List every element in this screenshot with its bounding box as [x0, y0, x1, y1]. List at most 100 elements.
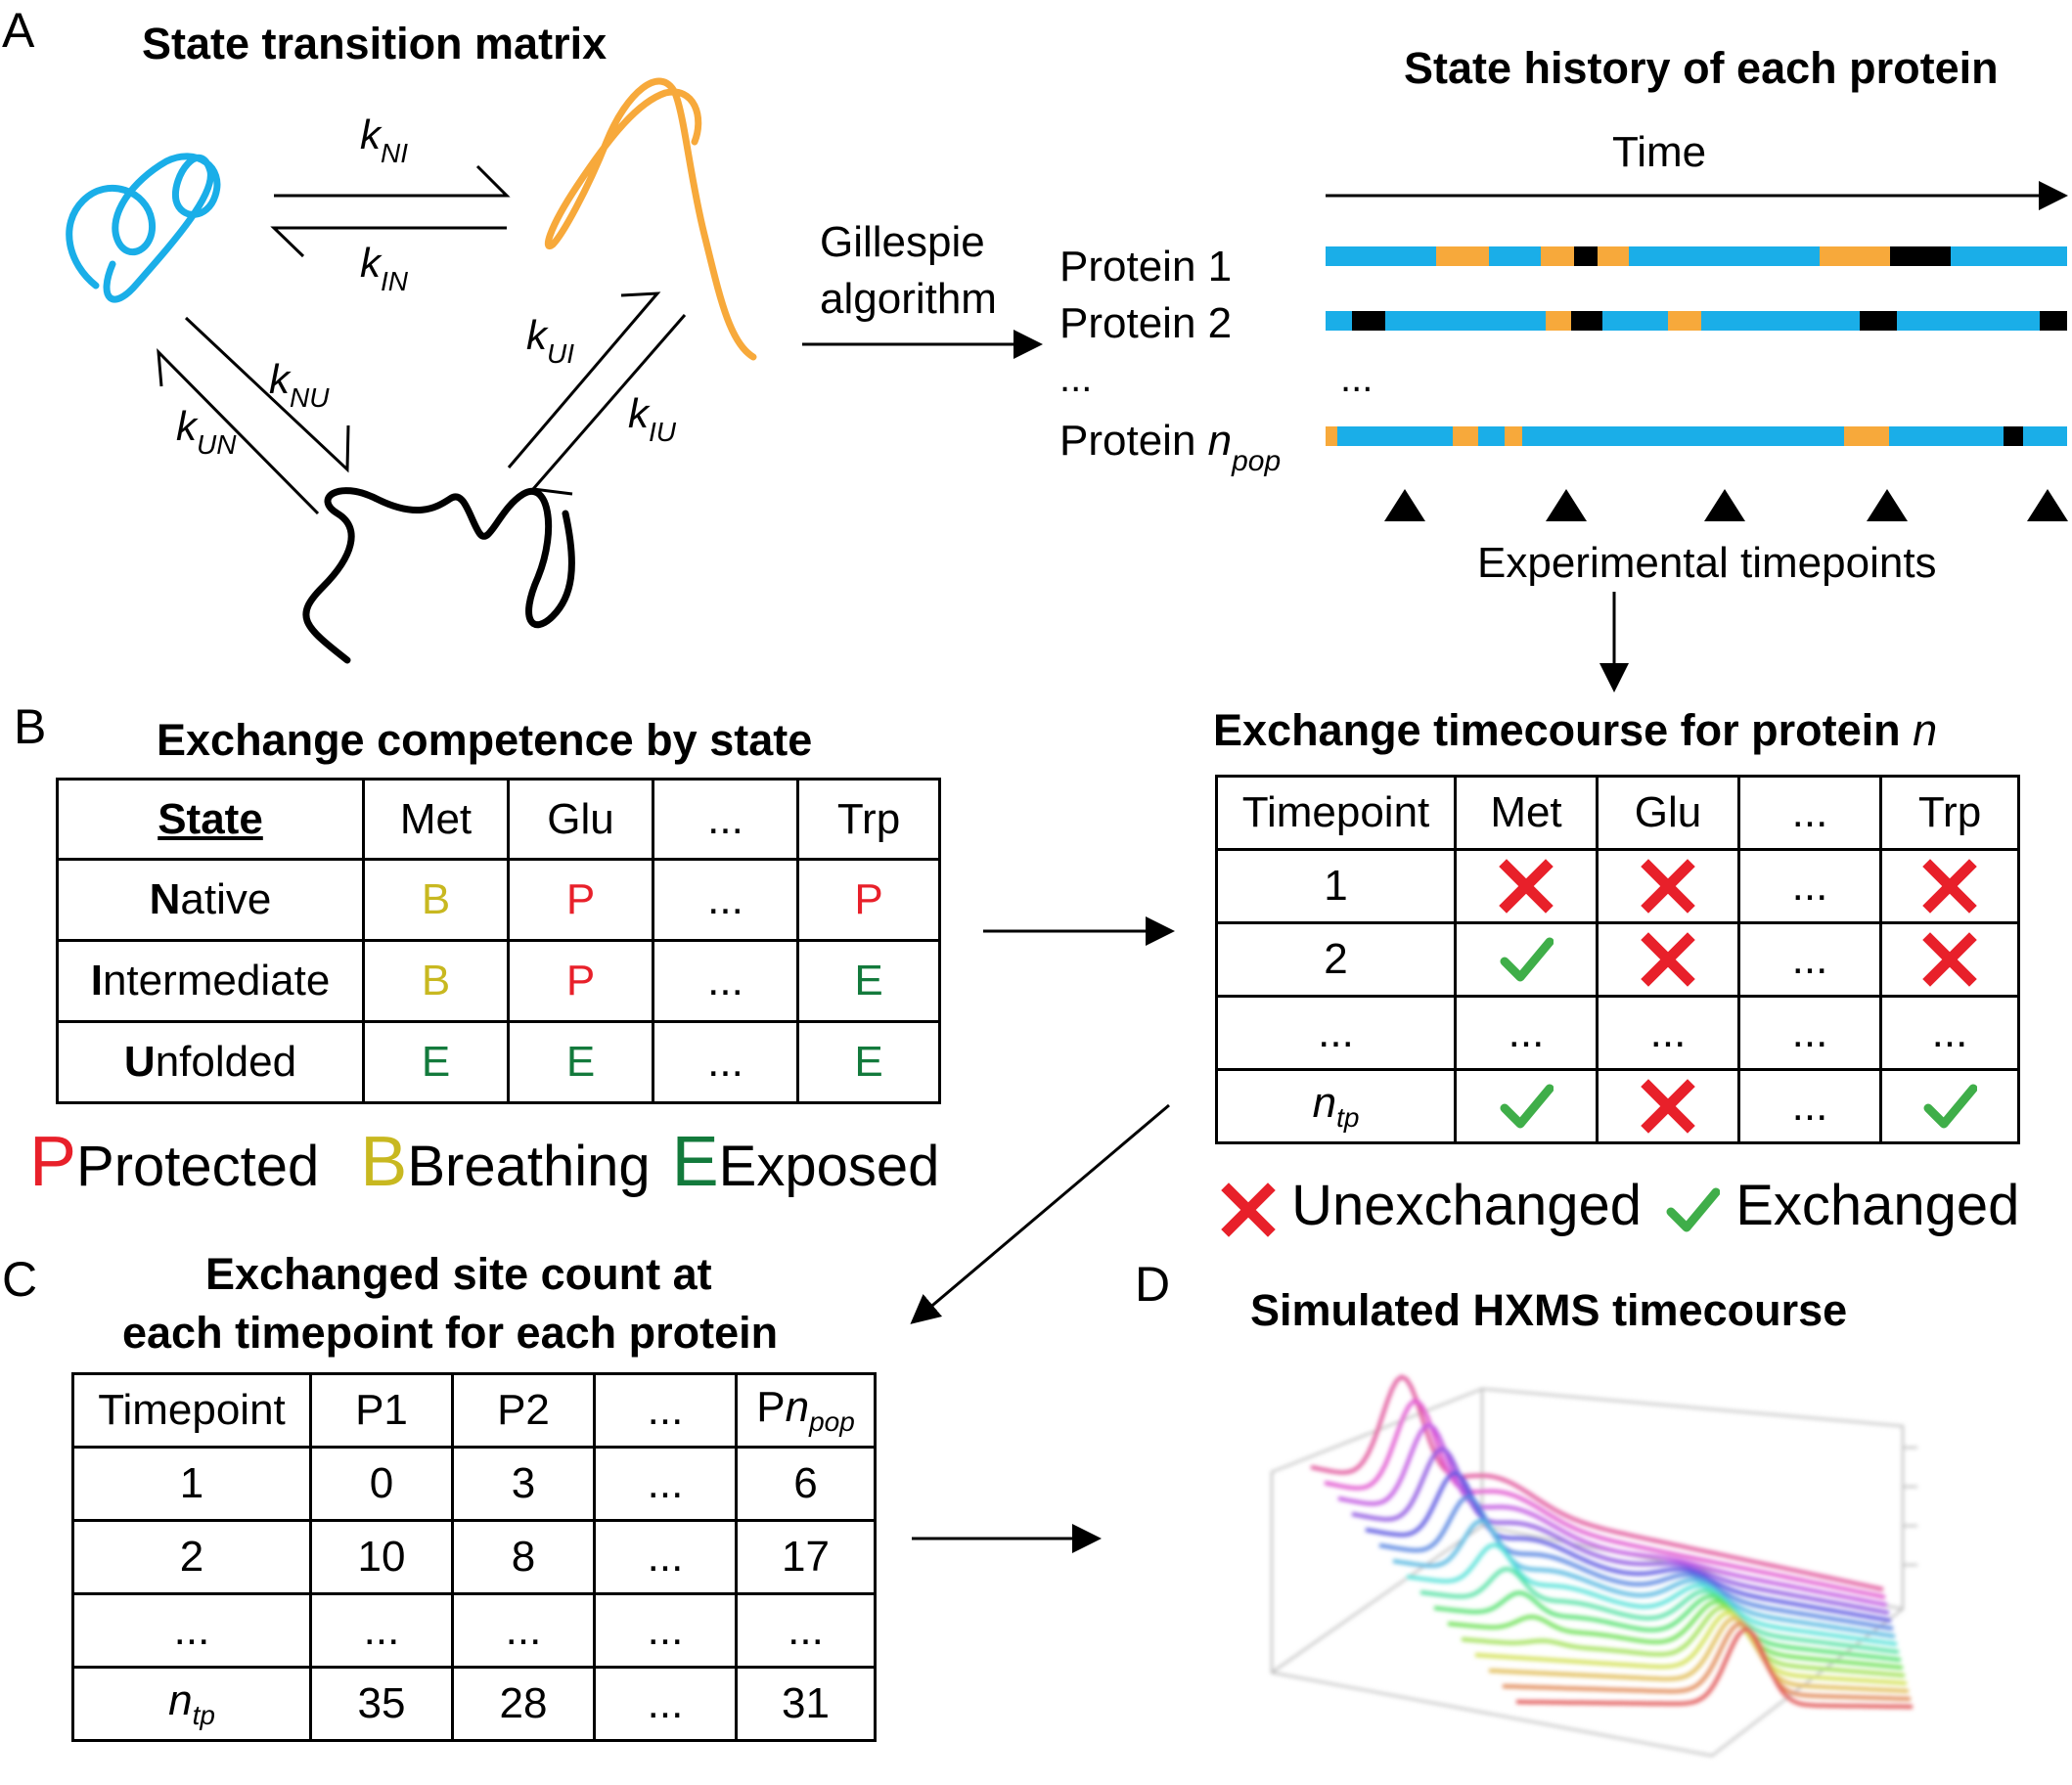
table-row: ... ... ... ... ...	[71, 1592, 877, 1669]
legend-label-unexchanged: Unexchanged	[1291, 1174, 1643, 1237]
panel-label-c: C	[2, 1252, 37, 1307]
protein-1-history	[1326, 246, 2067, 266]
count-cell: 31	[735, 1666, 877, 1742]
table-row: 2 10 8 ... 17	[71, 1519, 877, 1595]
exchange-cell	[1596, 1068, 1740, 1144]
count-cell: 8	[451, 1519, 596, 1595]
state-intermediate: Intermediate	[56, 939, 365, 1023]
protein-n-label: Protein npop	[1059, 417, 1281, 477]
timepoint-cell: 2	[71, 1519, 312, 1595]
protein-2-label: Protein 2	[1059, 299, 1232, 347]
waterfall-trace	[1406, 1542, 1898, 1646]
site-count-title-line1: Exchanged site count at	[205, 1249, 712, 1299]
competence-cell: P	[507, 939, 654, 1023]
timepoint-cell: ...	[1215, 995, 1457, 1071]
count-cell: 10	[309, 1519, 454, 1595]
count-cell: 35	[309, 1666, 454, 1742]
competence-cell: E	[507, 1020, 654, 1104]
competence-header-state: State	[56, 778, 365, 861]
unexchanged-x-icon	[1922, 932, 1977, 987]
competence-cell: B	[362, 858, 510, 942]
timecourse-header-ellipsis: ...	[1737, 775, 1882, 851]
table-row: 1 ...	[1215, 848, 2020, 924]
count-cell: ...	[593, 1446, 738, 1522]
count-cell: 0	[309, 1446, 454, 1522]
exchange-legend: Unexchanged Exchanged	[1221, 1172, 2019, 1240]
waterfall-trace	[1474, 1610, 1908, 1685]
state-history-title: State history of each protein	[1404, 43, 1999, 93]
transition-arrows-u-i	[507, 291, 687, 496]
exchange-cell: ...	[1737, 921, 1882, 998]
unexchanged-x-icon	[1221, 1182, 1276, 1237]
experimental-timepoints-label: Experimental timepoints	[1477, 539, 1937, 587]
waterfall-trace	[1502, 1622, 1912, 1701]
protein-ellipsis-bar: ...	[1340, 357, 1373, 400]
timecourse-to-count-arrow	[910, 1103, 1170, 1324]
exchange-cell: ...	[1454, 995, 1599, 1071]
table-row: ntp 35 28 ... 31	[71, 1666, 877, 1742]
count-cell: ...	[309, 1592, 454, 1669]
legend-letter-breathing: B	[360, 1123, 408, 1201]
exchange-cell	[1596, 848, 1740, 924]
rate-k-nu: kNU	[269, 356, 330, 413]
waterfall-trace	[1433, 1590, 1902, 1662]
intermediate-state-icon	[544, 77, 757, 361]
waterfall-trace	[1516, 1628, 1913, 1709]
count-cell: 6	[735, 1446, 877, 1522]
waterfall-trace	[1365, 1471, 1892, 1623]
table-row: Native B P ... P	[56, 858, 941, 942]
unexchanged-x-icon	[1641, 1079, 1695, 1134]
competence-header-glu: Glu	[507, 778, 654, 861]
protein-2-history	[1326, 311, 2067, 331]
panel-label-d: D	[1135, 1257, 1170, 1312]
exchange-competence-table: State Met Glu ... Trp Native B P ... P I…	[56, 778, 941, 1104]
legend-label-protected: Protected	[76, 1135, 320, 1198]
waterfall-trace	[1324, 1399, 1886, 1599]
count-cell: ...	[451, 1592, 596, 1669]
transition-arrows-n-u	[157, 316, 350, 515]
count-header-ellipsis: ...	[593, 1372, 738, 1449]
exchange-cell	[1454, 848, 1599, 924]
waterfall-trace	[1392, 1518, 1896, 1638]
state-unfolded: Unfolded	[56, 1020, 365, 1104]
unexchanged-x-icon	[1499, 859, 1554, 914]
count-cell: ...	[735, 1592, 877, 1669]
competence-cell: ...	[652, 858, 799, 942]
panel-label-a: A	[2, 3, 35, 58]
exchanged-check-icon	[1500, 937, 1554, 982]
competence-cell: E	[362, 1020, 510, 1104]
exchange-cell	[1596, 921, 1740, 998]
rate-k-ni: kNI	[360, 112, 408, 168]
protein-1-label: Protein 1	[1059, 243, 1232, 290]
protein-ellipsis-label: ...	[1059, 357, 1092, 400]
count-header-timepoint: Timepoint	[71, 1372, 312, 1449]
exchanged-check-icon	[1923, 1084, 1977, 1129]
hxms-waterfall-plot	[1271, 1374, 1917, 1758]
legend-letter-protected: P	[29, 1123, 77, 1201]
state-transition-title: State transition matrix	[142, 19, 607, 68]
timepoint-cell: ntp	[71, 1666, 312, 1742]
unexchanged-x-icon	[1922, 859, 1977, 914]
legend-letter-exposed: E	[671, 1123, 719, 1201]
table-row: 2 ...	[1215, 921, 2020, 998]
exchanged-check-icon	[1500, 1084, 1554, 1129]
competence-cell: P	[796, 858, 941, 942]
native-state-icon	[66, 153, 221, 303]
rate-k-iu: kIU	[628, 390, 677, 447]
state-native: Native	[56, 858, 365, 942]
timepoint-cell: 1	[1215, 848, 1457, 924]
rate-k-ui: kUI	[526, 312, 574, 369]
gillespie-label-line1: Gillespie	[820, 218, 985, 266]
exchanged-check-icon	[1666, 1187, 1721, 1232]
waterfall-trace	[1310, 1374, 1884, 1591]
count-header-p2: P2	[451, 1372, 596, 1449]
waterfall-trace	[1419, 1567, 1900, 1654]
timepoint-cell: 1	[71, 1446, 312, 1522]
count-cell: 17	[735, 1519, 877, 1595]
time-label: Time	[1612, 128, 1706, 176]
timepoint-cell: 2	[1215, 921, 1457, 998]
competence-cell: ...	[652, 939, 799, 1023]
exchange-cell	[1454, 1068, 1599, 1144]
table-row: ntp ...	[1215, 1068, 2020, 1144]
